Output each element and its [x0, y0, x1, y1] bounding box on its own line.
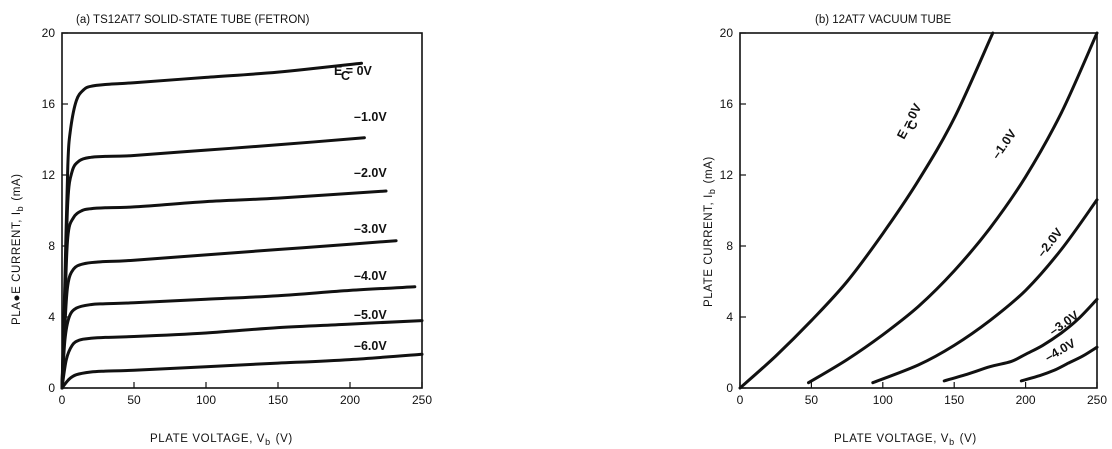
chart-a-frame: [61, 32, 423, 389]
chart-a-curve-label-1v: –1.0V: [354, 110, 387, 124]
chart-b-curves: [738, 31, 1099, 390]
chart-a-title: (a) TS12AT7 SOLID-STATE TUBE (FETRON): [76, 14, 310, 26]
series-line-1: [807, 31, 1099, 385]
x-tick-label: 250: [412, 393, 432, 407]
chart-a-curve-label-6v: –6.0V: [354, 339, 387, 353]
chart-panel-b: (b) 12AT7 VACUUM TUBE 0 50 100 150 200 250 0 4…: [703, 14, 1107, 447]
y-tick-label: 8: [726, 239, 733, 253]
y-tick-label: 12: [720, 168, 734, 182]
series-line-6: [60, 352, 424, 390]
y-tick-label: 16: [720, 97, 734, 111]
series-line-5: [60, 319, 424, 390]
x-tick-label: 0: [737, 393, 744, 407]
chart-b-xlabel: PLATE VOLTAGE, Vb (V): [834, 433, 977, 447]
chart-a-curve-label-0v-sub: C: [341, 69, 350, 83]
y-tick-label: 8: [48, 239, 55, 253]
chart-b-frame: [739, 32, 1098, 389]
x-tick-label: 250: [1087, 393, 1107, 407]
y-tick-label: 16: [42, 97, 56, 111]
x-tick-label: 200: [1016, 393, 1036, 407]
chart-b-curve-label-3v: –3.0V: [1047, 308, 1082, 339]
x-tick-label: 50: [127, 393, 141, 407]
y-tick-label: 0: [726, 381, 733, 395]
chart-b-curve-label-2v: –2.0V: [1034, 225, 1066, 260]
series-line-0: [60, 61, 363, 390]
series-line-0: [738, 31, 995, 390]
y-tick-label: 20: [42, 26, 56, 40]
chart-b-yticks: 0 4 8 12 16 20: [720, 26, 746, 395]
chart-b-xticks: 0 50 100 150 200 250: [737, 382, 1107, 407]
x-tick-label: 100: [196, 393, 216, 407]
y-tick-label: 4: [48, 310, 55, 324]
chart-a-curve-label-2v: –2.0V: [354, 166, 387, 180]
chart-a-curves: [60, 61, 424, 390]
chart-a-curve-label-5v: –5.0V: [354, 308, 387, 322]
x-tick-label: 200: [340, 393, 360, 407]
x-tick-label: 150: [944, 393, 964, 407]
y-tick-label: 12: [42, 168, 56, 182]
chart-a-xlabel: PLATE VOLTAGE, Vb (V): [150, 433, 293, 447]
chart-a-curve-label-4v: –4.0V: [354, 269, 387, 283]
x-tick-label: 0: [59, 393, 66, 407]
series-line-2: [871, 198, 1099, 385]
y-tick-label: 20: [720, 26, 734, 40]
y-tick-label: 0: [48, 381, 55, 395]
chart-panel-a: (a) TS12AT7 SOLID-STATE TUBE (FETRON) 0 5…: [11, 14, 432, 447]
y-tick-label: 4: [726, 310, 733, 324]
chart-a-curve-label-0v: E = 0V: [334, 64, 373, 78]
chart-a-yticks: 0 4 8 12 16 20: [42, 26, 68, 395]
series-line-4: [1019, 345, 1099, 383]
series-line-3: [60, 239, 398, 390]
chart-b-ylabel: PLATE CURRENT, Ib(mA): [703, 156, 717, 307]
chart-a-ylabel: PLA●E CURRENT, Ib(mA): [11, 173, 25, 325]
chart-b-title: (b) 12AT7 VACUUM TUBE: [815, 14, 951, 26]
series-line-3: [942, 297, 1099, 383]
chart-a-curve-label-3v: –3.0V: [354, 222, 387, 236]
series-line-2: [60, 189, 388, 390]
chart-a-xticks: 0 50 100 150 200 250: [59, 382, 432, 407]
x-tick-label: 150: [268, 393, 288, 407]
series-line-4: [60, 285, 417, 390]
x-tick-label: 100: [873, 393, 893, 407]
chart-b-curve-label-1v: –1.0V: [989, 126, 1020, 161]
x-tick-label: 50: [805, 393, 819, 407]
